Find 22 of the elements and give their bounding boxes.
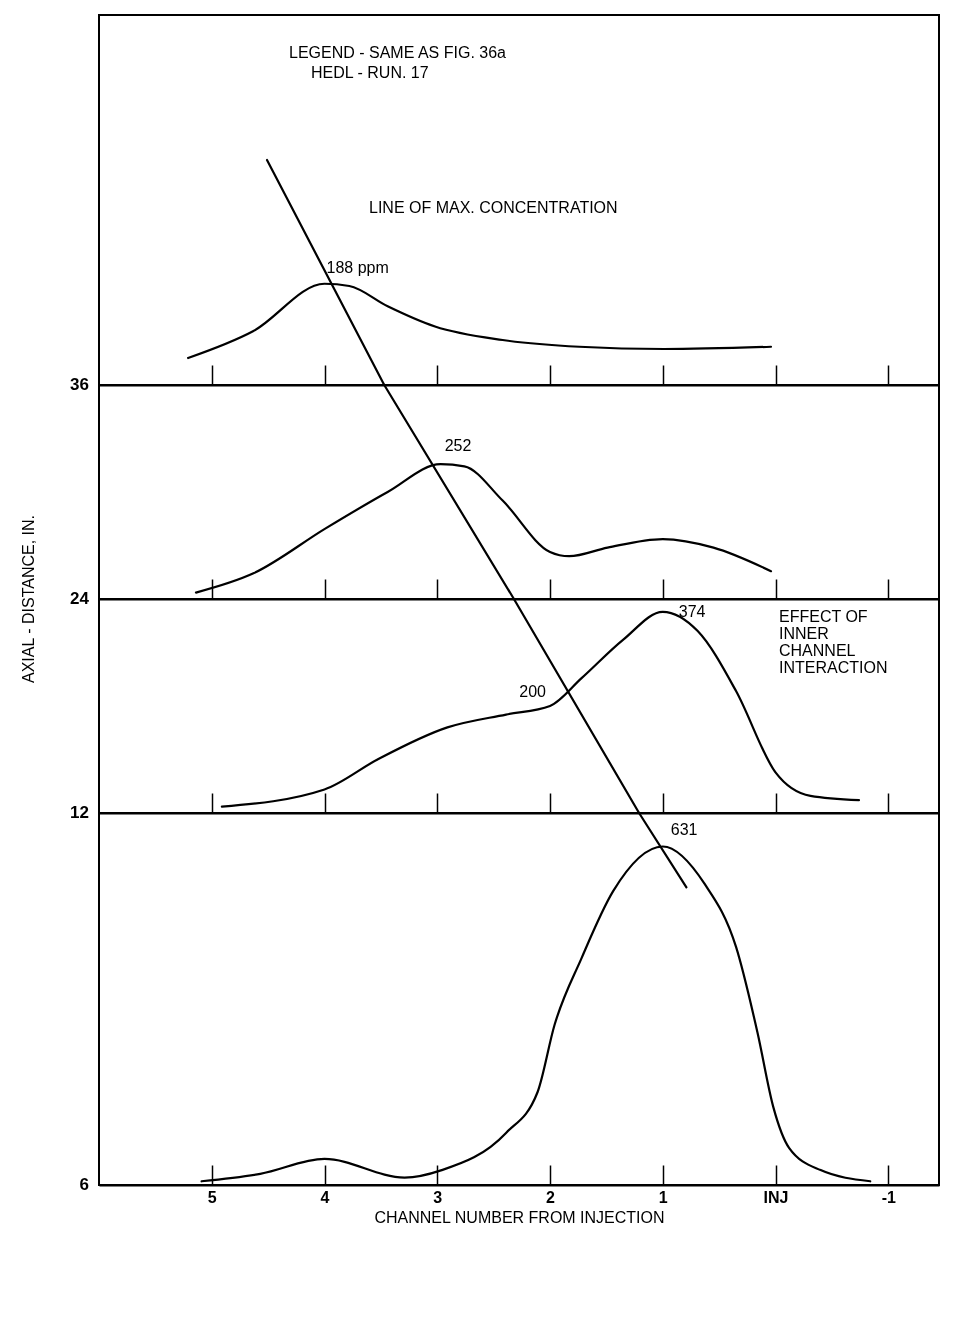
text: 24 <box>70 589 90 608</box>
x-tick-label: 4 <box>320 1188 330 1206</box>
text: LEGEND - SAME AS FIG. 36a <box>289 44 507 61</box>
annotation: 631 <box>670 821 698 839</box>
text: 36 <box>70 375 89 394</box>
x-tick-label: -1 <box>881 1188 896 1206</box>
text: 12 <box>70 803 89 822</box>
x-tick-label: 1 <box>658 1188 668 1206</box>
annotation: 374 <box>678 602 706 620</box>
annotation: 188 ppm <box>326 258 389 276</box>
text: HEDL - RUN. 17 <box>311 64 429 81</box>
x-tick-label: 2 <box>546 1188 556 1206</box>
text: 6 <box>79 1175 89 1194</box>
annotation: EFFECT OF INNER CHANNEL INTERACTION <box>779 608 888 676</box>
x-tick-label: 5 <box>207 1188 217 1206</box>
annotation: LINE OF MAX. CONCENTRATION <box>369 199 618 216</box>
y-axis-title: AXIAL - DISTANCE, IN. <box>20 514 37 684</box>
x-tick-label: 3 <box>433 1188 443 1206</box>
x-axis-title: CHANNEL NUMBER FROM INJECTION <box>374 1208 665 1226</box>
x-tick-label: INJ <box>763 1188 789 1206</box>
annotation: 252 <box>444 437 472 455</box>
annotation: 200 <box>519 683 547 700</box>
